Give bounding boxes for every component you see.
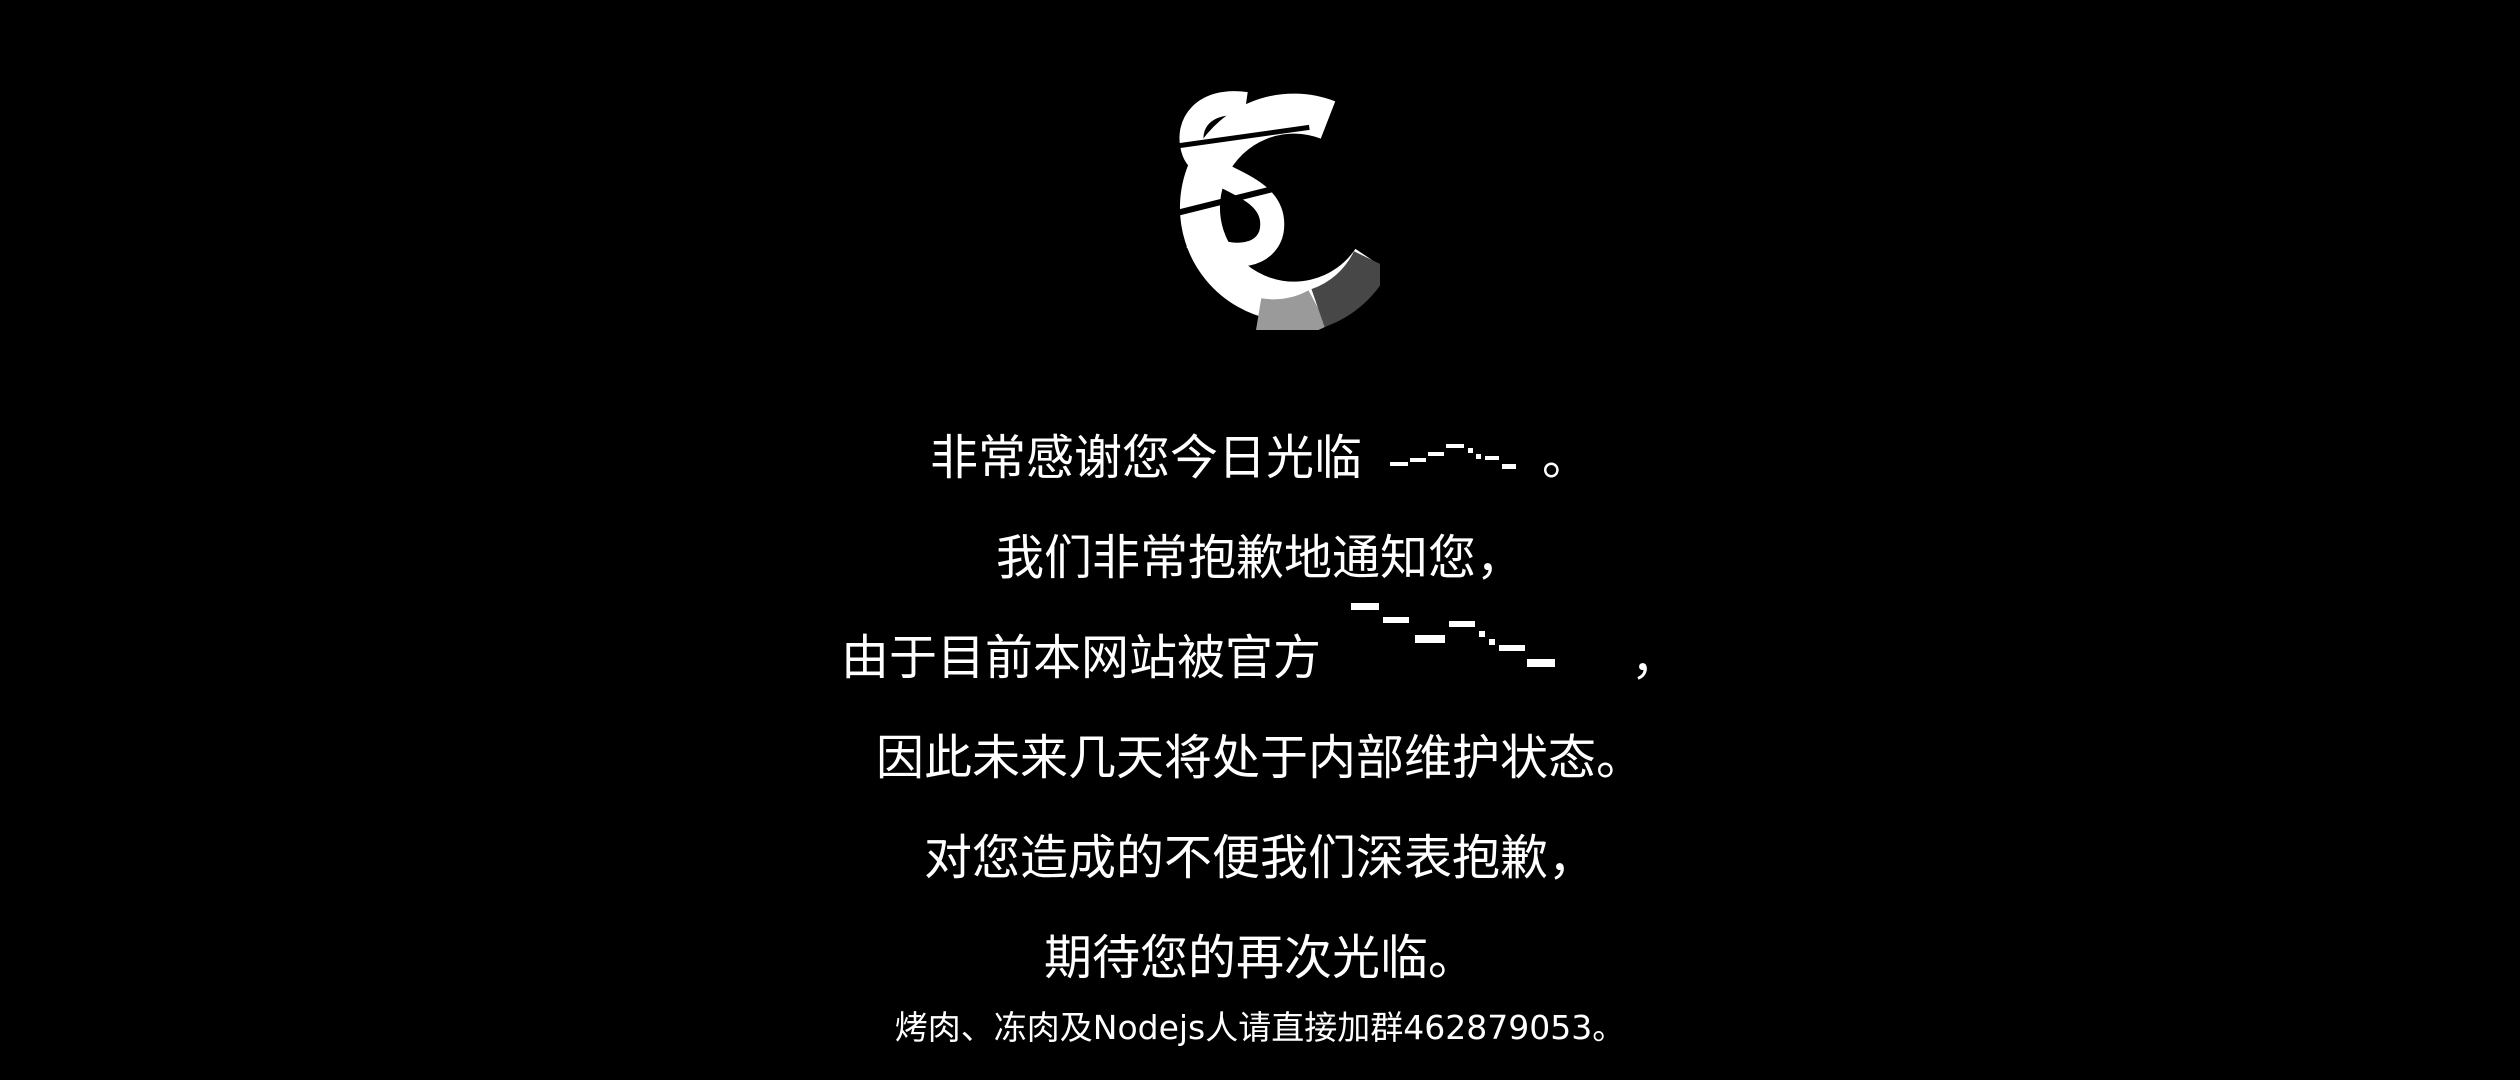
message-line-1-end: 。 <box>1542 430 1591 486</box>
contact-note: 烤肉、冻肉及Nodejs人请直接加群462879053。 <box>894 1008 1626 1047</box>
redacted-glyph <box>1351 595 1591 721</box>
message-line-2: 我们非常抱歉地通知您， <box>995 530 1524 586</box>
site-logo <box>1150 70 1391 340</box>
maintenance-message: 非常感谢您今日光临 。 我们非常抱歉地通知您， 由于目前本网站被官方 <box>0 408 2520 1008</box>
message-line-4: 因此未来几天将处于内部维护状态。 <box>875 730 1644 786</box>
redacted-glyph <box>1388 416 1528 500</box>
message-line-3: 由于目前本网站被官方 ， <box>0 603 2520 708</box>
message-line-3-end: ， <box>1631 630 1680 686</box>
message-line-1-text: 非常感谢您今日光临 <box>929 430 1362 486</box>
sc-logo-icon <box>1150 91 1391 340</box>
message-line-1: 非常感谢您今日光临 。 <box>0 408 2520 508</box>
message-line-3-text: 由于目前本网站被官方 <box>840 630 1321 686</box>
message-line-5: 对您造成的不便我们深表抱歉， <box>923 830 1596 886</box>
message-line-6: 期待您的再次光临。 <box>1043 930 1476 986</box>
